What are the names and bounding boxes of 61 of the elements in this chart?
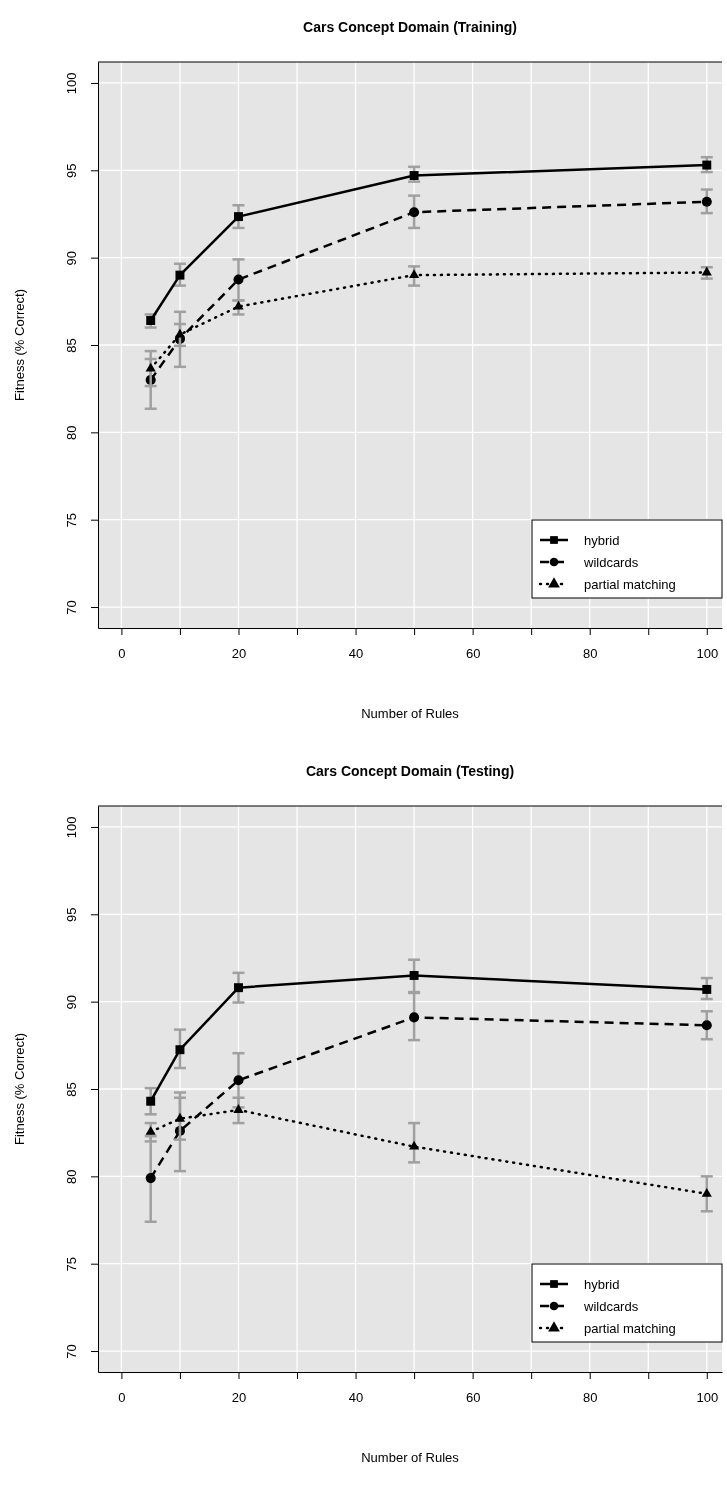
- x-tick-label: 20: [231, 646, 247, 662]
- y-tick-label: 95: [64, 163, 79, 179]
- x-tick-label: 20: [231, 1390, 247, 1406]
- x-tick-label: 60: [465, 1390, 481, 1406]
- x-tick-label: 0: [118, 1390, 126, 1406]
- legend-label: hybrid: [584, 1277, 620, 1292]
- x-tick-label: 60: [465, 646, 481, 662]
- point: [145, 1125, 156, 1135]
- point: [233, 274, 244, 285]
- x-tick-label: 80: [582, 1390, 598, 1406]
- point: [701, 1187, 712, 1197]
- legend-label: hybrid: [584, 533, 620, 548]
- x-tick-label: 100: [696, 646, 719, 662]
- point: [234, 212, 243, 222]
- y-tick-label: 70: [64, 600, 79, 615]
- y-tick-label: 90: [64, 994, 79, 1010]
- point: [233, 300, 244, 310]
- point: [409, 269, 420, 279]
- point: [409, 207, 420, 218]
- y-tick-label: 75: [64, 1256, 79, 1272]
- point: [234, 983, 243, 993]
- y-tick-label: 100: [64, 72, 79, 95]
- point: [174, 1112, 186, 1122]
- y-tick-label: 75: [64, 512, 79, 528]
- point: [409, 1012, 420, 1023]
- y-tick-label: 85: [64, 1082, 79, 1097]
- legend-label: wildcards: [583, 1299, 639, 1314]
- y-tick-label: 80: [64, 1169, 79, 1185]
- x-tick-label: 100: [696, 1390, 719, 1406]
- x-tick-label: 0: [118, 646, 126, 662]
- legend-label: partial matching: [584, 1321, 676, 1336]
- y-tick-label: 70: [64, 1344, 79, 1359]
- point: [233, 1104, 244, 1113]
- point: [701, 1020, 712, 1031]
- point: [701, 196, 712, 207]
- y-axis-title: Fitness (% Correct): [12, 289, 27, 401]
- point: [175, 1045, 185, 1055]
- point: [146, 1096, 156, 1106]
- x-tick-label: 40: [348, 646, 364, 662]
- point: [409, 970, 419, 980]
- y-axis-title: Fitness (% Correct): [12, 1033, 27, 1145]
- y-tick-label: 100: [64, 816, 79, 839]
- point: [175, 270, 185, 280]
- legend-label: wildcards: [583, 555, 639, 570]
- point: [409, 171, 419, 181]
- y-tick-label: 90: [64, 250, 79, 266]
- chart-title: Cars Concept Domain (Testing): [305, 763, 515, 779]
- x-axis-title: Number of Rules: [361, 706, 460, 721]
- point: [233, 1075, 244, 1086]
- y-tick-label: 85: [64, 338, 79, 353]
- y-tick-label: 95: [64, 907, 79, 923]
- point: [145, 1173, 156, 1184]
- point: [702, 984, 712, 994]
- point: [409, 1140, 420, 1150]
- x-axis-title: Number of Rules: [361, 1450, 460, 1465]
- point: [145, 362, 156, 372]
- x-tick-label: 40: [348, 1390, 364, 1406]
- chart-title: Cars Concept Domain (Training): [303, 19, 517, 35]
- legend-label: partial matching: [584, 577, 676, 592]
- x-tick-label: 80: [582, 646, 598, 662]
- y-tick-label: 80: [64, 425, 79, 441]
